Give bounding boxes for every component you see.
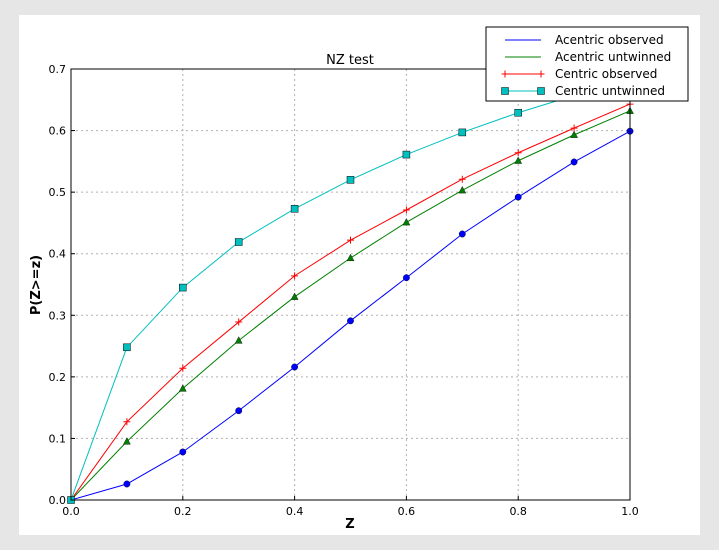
triangle-marker (514, 156, 523, 164)
y-tick-label: 0.0 (49, 494, 67, 507)
y-tick-label: 0.4 (49, 248, 67, 261)
circle-marker (347, 317, 354, 325)
square-marker (402, 150, 411, 159)
x-tick-label: 0.0 (62, 505, 80, 518)
circle-marker (179, 448, 187, 456)
triangle-marker (123, 437, 131, 445)
legend: Acentric observed Acentric untwinned Centr… (485, 26, 689, 102)
x-tick-label: 0.8 (509, 505, 527, 518)
triangle-marker (402, 218, 411, 226)
square-marker (290, 205, 299, 213)
square-marker (123, 343, 131, 352)
triangle-marker (234, 336, 243, 344)
square-marker (537, 87, 545, 95)
circle-marker (514, 193, 522, 201)
square-marker (179, 283, 187, 292)
y-tick-label: 0.5 (49, 186, 67, 199)
plus-marker (291, 272, 299, 280)
y-tick-label: 0.3 (49, 309, 67, 322)
square-marker (346, 176, 355, 184)
square-marker (458, 128, 467, 137)
y-tick-label: 0.1 (49, 432, 67, 445)
plus-marker (123, 418, 131, 426)
figure-canvas (19, 15, 700, 535)
chart-title: NZ test (326, 53, 374, 68)
triangle-marker (346, 253, 355, 262)
plus-marker (347, 236, 354, 244)
x-tick-label: 0.2 (174, 505, 192, 518)
plus-marker (537, 70, 545, 78)
square-marker (234, 238, 243, 246)
triangle-marker (458, 186, 467, 194)
square-marker (501, 87, 509, 95)
plus-marker (235, 318, 243, 326)
x-tick-label: 0.4 (286, 505, 304, 518)
y-axis-label: P(Z>=z) (29, 255, 44, 315)
circle-marker (402, 274, 410, 282)
triangle-marker (570, 130, 578, 138)
legend-label: Centric observed (555, 67, 657, 81)
x-axis-label: Z (345, 517, 354, 532)
triangle-marker (178, 384, 187, 392)
plus-marker (402, 206, 410, 214)
plus-marker (501, 70, 509, 78)
ticks: 0.0 0.2 0.4 0.6 0.8 1.0 0.0 0.1 0.2 0.3 0.4 0.5 0.6 0… (49, 63, 639, 518)
square-marker (514, 108, 522, 117)
legend-label: Centric untwinned (555, 84, 665, 98)
y-tick-label: 0.7 (49, 63, 67, 76)
plus-marker (570, 124, 578, 132)
circle-marker (570, 158, 578, 166)
circle-marker (291, 363, 298, 371)
legend-label: Acentric observed (555, 33, 664, 47)
x-tick-label: 1.0 (621, 505, 639, 518)
circle-marker (235, 407, 243, 415)
circle-marker (123, 480, 131, 488)
y-tick-label: 0.6 (49, 125, 67, 138)
plus-marker (458, 175, 466, 183)
x-tick-label: 0.6 (398, 505, 416, 518)
y-tick-label: 0.2 (49, 371, 67, 384)
legend-label: Acentric untwinned (555, 50, 671, 64)
plot-frame (70, 68, 631, 501)
triangle-marker (290, 292, 299, 300)
plus-marker (514, 149, 522, 157)
legend-box (485, 26, 689, 102)
circle-marker (458, 230, 466, 238)
plus-marker (179, 364, 187, 372)
